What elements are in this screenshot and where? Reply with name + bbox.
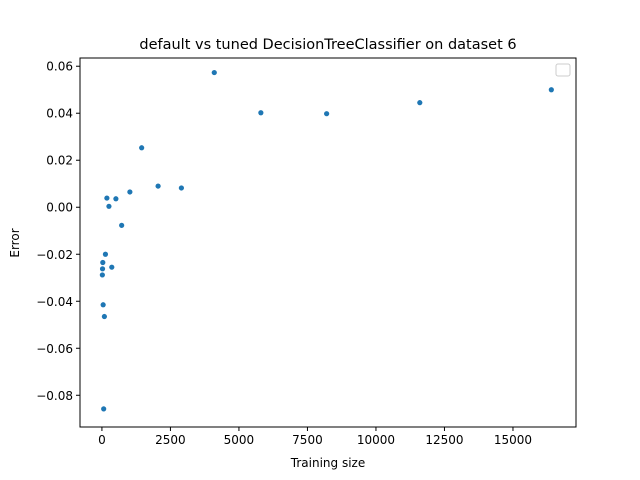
data-point	[101, 406, 107, 412]
y-ticks: −0.08 −0.06 −0.04 −0.02 0.00 0.02 0.04 0.06	[36, 60, 80, 403]
data-point	[178, 185, 184, 191]
data-point	[100, 259, 106, 266]
x-tick-label: 7500	[292, 433, 323, 447]
data-point	[211, 69, 217, 76]
x-tick-label: 0	[98, 433, 106, 447]
data-point	[99, 266, 106, 272]
y-tick-label: 0.06	[46, 60, 73, 74]
x-tick-label: 10000	[357, 433, 395, 447]
data-point	[100, 302, 106, 308]
plot-frame	[79, 57, 577, 428]
data-point	[102, 251, 109, 257]
x-tick-label: 5000	[224, 433, 255, 447]
y-tick-label: 0.04	[46, 107, 73, 121]
x-tick-label: 12500	[425, 433, 463, 447]
data-point	[99, 272, 105, 278]
y-tick-label: 0.02	[46, 154, 73, 168]
x-ticks: 0 2500 5000 7500 10000 12500 15000	[98, 427, 532, 447]
plot-area	[80, 58, 576, 427]
y-tick-label: −0.02	[36, 248, 73, 262]
y-tick-label: −0.06	[36, 342, 73, 356]
x-tick-label: 2500	[155, 433, 186, 447]
data-point	[324, 111, 330, 117]
chart-title: default vs tuned DecisionTreeClassifier …	[139, 37, 516, 53]
data-point	[127, 189, 133, 195]
data-point	[417, 100, 423, 106]
x-axis-label: Training size	[290, 456, 365, 470]
data-point	[104, 195, 110, 201]
data-point	[119, 222, 125, 228]
legend-box	[555, 63, 571, 77]
points-layer	[99, 69, 554, 412]
data-point	[109, 264, 115, 270]
data-point	[258, 110, 264, 116]
data-point	[139, 145, 145, 151]
x-tick-label: 15000	[494, 433, 532, 447]
y-tick-label: −0.08	[36, 389, 73, 403]
data-point	[106, 203, 112, 209]
y-axis-label: Error	[8, 228, 22, 257]
data-point	[155, 183, 161, 189]
data-point	[113, 196, 119, 202]
y-tick-label: 0.00	[46, 201, 73, 215]
data-point	[101, 313, 107, 320]
y-tick-label: −0.04	[36, 295, 73, 309]
data-point	[548, 87, 554, 93]
